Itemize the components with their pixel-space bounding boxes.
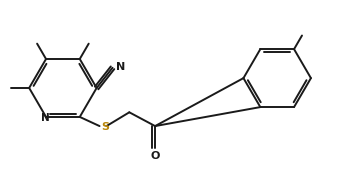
- Text: O: O: [151, 151, 160, 161]
- Text: S: S: [101, 122, 110, 132]
- Text: N: N: [117, 62, 126, 72]
- Text: N: N: [41, 113, 49, 123]
